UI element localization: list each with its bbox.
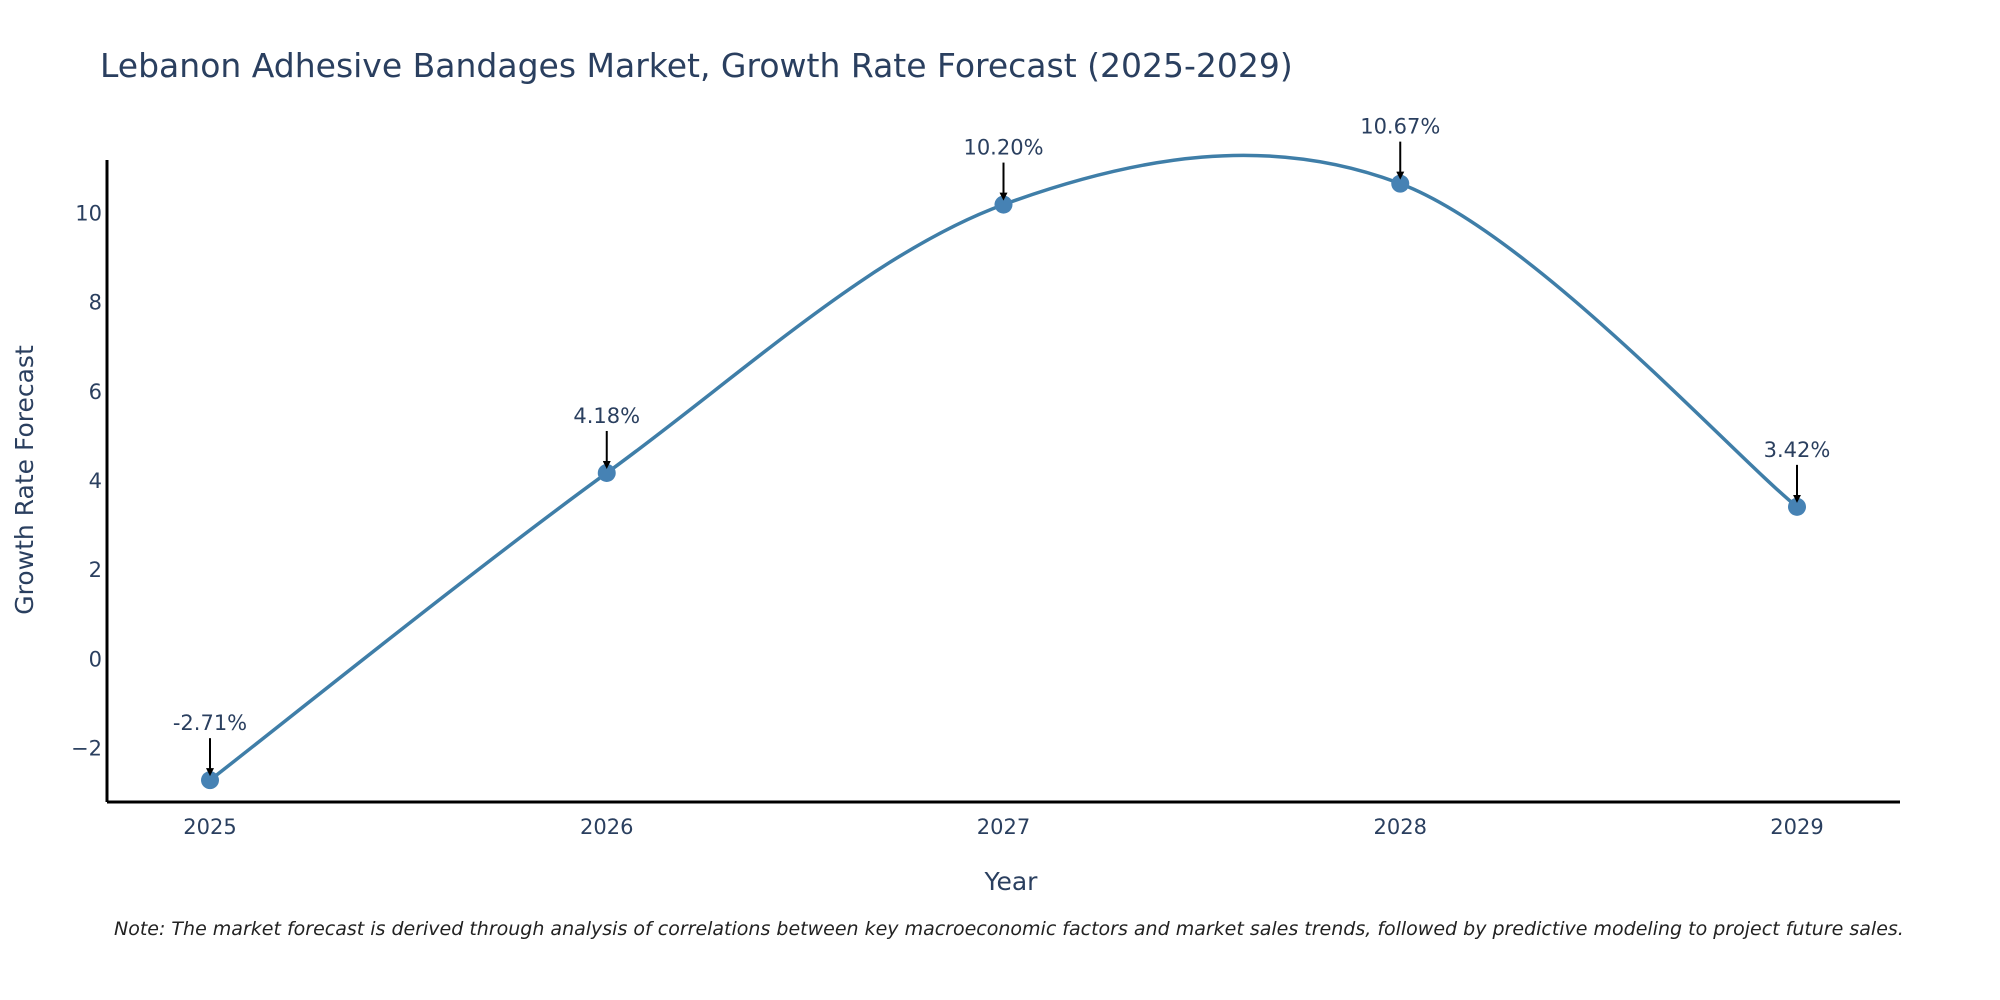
x-tick-label: 2026: [580, 815, 633, 839]
data-point-2027: [994, 195, 1013, 214]
data-label-2026: 4.18%: [573, 404, 640, 428]
y-tick-label: 0: [89, 647, 102, 671]
y-tick-label: 8: [89, 291, 102, 315]
series-line: [208, 153, 1799, 782]
data-label-2027: 10.20%: [963, 136, 1043, 160]
data-label-2029: 3.42%: [1764, 438, 1831, 462]
chart-note: Note: The market forecast is derived thr…: [114, 918, 1904, 940]
data-point-2025: [201, 771, 219, 790]
data-point-2026: [597, 463, 616, 482]
x-tick-label: 2027: [977, 815, 1030, 839]
x-tick-label: 2028: [1374, 815, 1427, 839]
y-tick-label: 6: [89, 380, 102, 404]
data-label-2028: 10.67%: [1360, 115, 1440, 139]
data-label-2025: -2.71%: [173, 711, 247, 735]
data-point-2028: [1391, 174, 1410, 193]
y-tick-label: −2: [71, 737, 102, 761]
x-axis-title: Year: [984, 867, 1039, 896]
y-tick-label: 2: [89, 558, 102, 582]
y-tick-label: 4: [89, 469, 102, 493]
y-axis-title: Growth Rate Forecast: [10, 345, 39, 615]
chart-title: Lebanon Adhesive Bandages Market, Growth…: [100, 46, 1293, 85]
data-point-2029: [1788, 497, 1806, 516]
y-tick-label: 10: [75, 202, 102, 226]
x-tick-label: 2029: [1770, 815, 1823, 839]
x-tick-label: 2025: [183, 815, 236, 839]
